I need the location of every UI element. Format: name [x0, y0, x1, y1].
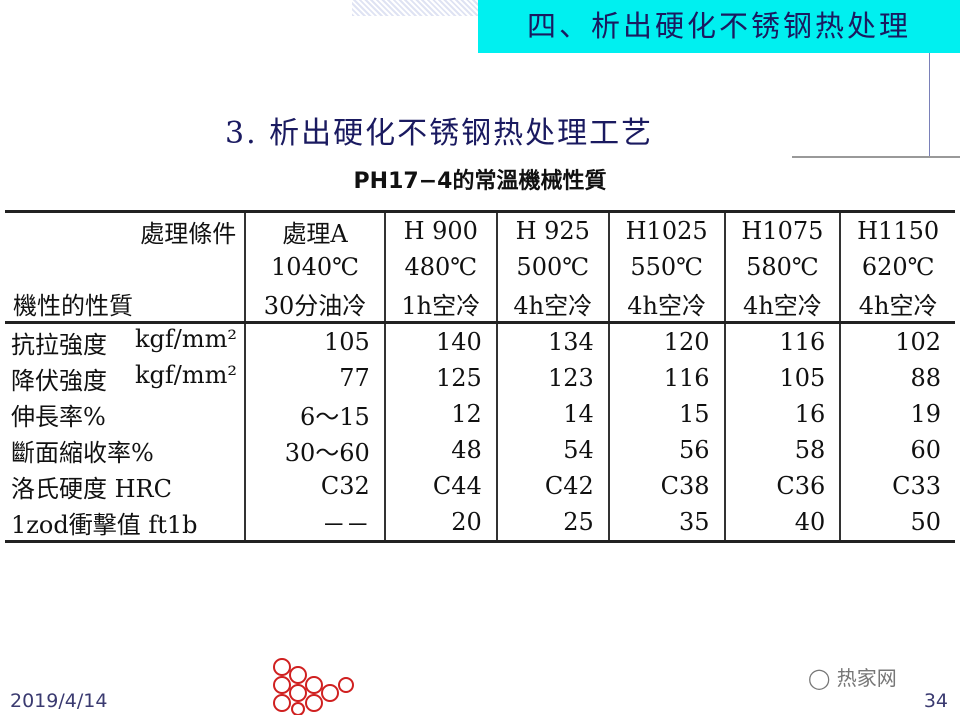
- column-header-cool: 4h空冷: [839, 285, 955, 324]
- row-label: 伸長率%: [5, 396, 245, 432]
- column-header-name: H1075: [723, 211, 841, 249]
- table-row: 洛氏硬度 HRC C32 C44 C42 C38 C36 C33: [5, 468, 955, 504]
- table-row: 抗拉強度 kgf/mm² 105 140 134 120 116 102: [5, 322, 955, 361]
- watermark: ◯ 热家网: [808, 666, 897, 690]
- table-cell: C42: [495, 468, 609, 504]
- table-cell: 140: [383, 322, 497, 360]
- column-header-temp: 580℃: [723, 249, 841, 285]
- row-unit: kgf/mm²: [135, 324, 238, 353]
- row-label-text: 1zod衝擊值 ft1b: [11, 510, 198, 539]
- column-header-temp: 480℃: [383, 249, 497, 285]
- table-cell: 105: [244, 322, 385, 360]
- table-cell: 6～15: [244, 396, 385, 432]
- column-header-temp: 1040℃: [244, 249, 385, 285]
- table-cell: 60: [839, 432, 955, 468]
- table-cell: 123: [495, 360, 609, 396]
- table-cell: C32: [244, 468, 385, 504]
- page-number: 34: [923, 690, 948, 712]
- table-cell: 48: [383, 432, 497, 468]
- row-label: 1zod衝擊值 ft1b: [5, 504, 245, 542]
- table-cell: 105: [723, 360, 841, 396]
- table-cell: 19: [839, 396, 955, 432]
- table-cell: C36: [723, 468, 841, 504]
- table-cell: 54: [495, 432, 609, 468]
- row-unit: kgf/mm²: [135, 360, 238, 389]
- decorative-pattern: [352, 0, 480, 16]
- slide-date: 2019/4/14: [10, 690, 108, 712]
- column-header-name: H1150: [839, 211, 955, 249]
- table-cell: 77: [244, 360, 385, 396]
- column-header-cool: 1h空冷: [383, 285, 497, 324]
- table-cell: 30～60: [244, 432, 385, 468]
- table-cell: C44: [383, 468, 497, 504]
- table-cell: 102: [839, 322, 955, 360]
- table-row: 1zod衝擊值 ft1b －－ 20 25 35 40 50: [5, 504, 955, 542]
- row-label-text: 伸長率%: [11, 402, 106, 431]
- table-cell: 15: [607, 396, 725, 432]
- row-label-text: 抗拉強度: [11, 330, 107, 359]
- row-label: 斷面縮收率%: [5, 432, 245, 468]
- corner-header: [5, 249, 245, 285]
- table-cell: 14: [495, 396, 609, 432]
- row-label: 洛氏硬度 HRC: [5, 468, 245, 504]
- table-row: 伸長率% 6～15 12 14 15 16 19: [5, 396, 955, 432]
- corner-header: 處理條件: [140, 219, 237, 248]
- column-header-name: H 900: [383, 211, 497, 249]
- table-cell: 12: [383, 396, 497, 432]
- row-label: 降伏強度 kgf/mm²: [5, 360, 245, 396]
- table-title: PH17−4的常溫機械性質: [353, 169, 607, 194]
- row-label: 抗拉強度 kgf/mm²: [5, 323, 245, 361]
- column-header-name: H1025: [607, 211, 725, 249]
- column-header-temp: 550℃: [607, 249, 725, 285]
- table-cell: 50: [839, 504, 955, 542]
- column-header-cool: 4h空冷: [495, 285, 609, 324]
- logo-icon: [273, 658, 354, 715]
- table-cell: 134: [495, 322, 609, 360]
- table-cell: 16: [723, 396, 841, 432]
- divider: [929, 53, 930, 157]
- table-cell: C38: [607, 468, 725, 504]
- column-header-name: H 925: [495, 211, 609, 249]
- table-row: 降伏強度 kgf/mm² 77 125 123 116 105 88: [5, 360, 955, 396]
- table-cell: 35: [607, 504, 725, 542]
- table-cell: 120: [607, 322, 725, 360]
- table-cell: －－: [244, 504, 385, 542]
- row-label-text: 降伏強度: [11, 366, 107, 395]
- table-cell: 116: [723, 322, 841, 360]
- column-header-temp: 500℃: [495, 249, 609, 285]
- table-cell: C33: [839, 468, 955, 504]
- divider: [792, 156, 960, 158]
- row-label-text: 洛氏硬度 HRC: [11, 474, 172, 503]
- column-header-cool: 4h空冷: [607, 285, 725, 324]
- table-cell: 88: [839, 360, 955, 396]
- properties-table: 處理條件 處理A H 900 H 925 H1025 H1075 H1150 1040℃ 480…: [5, 210, 955, 543]
- table-cell: 125: [383, 360, 497, 396]
- slide-title: 3. 析出硬化不锈钢热处理工艺: [225, 116, 654, 151]
- table-cell: 25: [495, 504, 609, 542]
- corner-header: 機性的性質: [5, 285, 246, 324]
- column-header-cool: 4h空冷: [723, 285, 841, 324]
- column-header-name: 處理A: [244, 211, 385, 249]
- section-banner: 四、析出硬化不锈钢热处理: [478, 0, 960, 53]
- table-cell: 116: [607, 360, 725, 396]
- table-cell: 20: [383, 504, 497, 542]
- table-row: 斷面縮收率% 30～60 48 54 56 58 60: [5, 432, 955, 468]
- table-cell: 40: [723, 504, 841, 542]
- table-cell: 56: [607, 432, 725, 468]
- row-label-text: 斷面縮收率%: [11, 438, 154, 467]
- column-header-cool: 30分油冷: [244, 285, 385, 324]
- table-cell: 58: [723, 432, 841, 468]
- column-header-temp: 620℃: [839, 249, 955, 285]
